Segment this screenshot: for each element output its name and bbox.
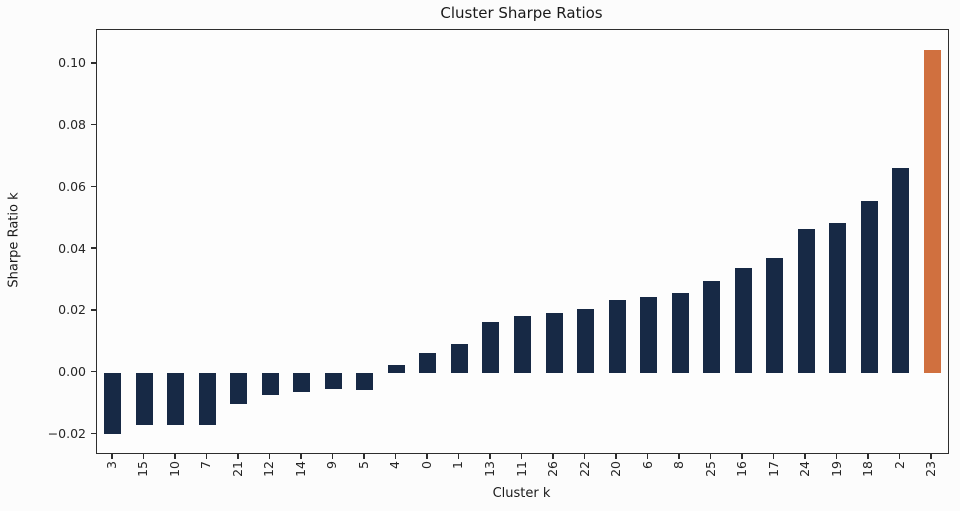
x-tick-label-cluster-0: 0 — [418, 461, 434, 469]
bar-cluster-24 — [797, 229, 815, 373]
bar-cluster-20 — [608, 299, 626, 373]
x-tick-label-cluster-17: 17 — [765, 461, 781, 477]
x-tick-mark — [268, 453, 271, 459]
x-tick-label-cluster-10: 10 — [166, 461, 182, 477]
bar-cluster-9 — [324, 372, 342, 390]
x-tick-label-cluster-13: 13 — [481, 461, 497, 477]
x-tick-label-cluster-5: 5 — [355, 461, 371, 469]
x-tick-mark — [394, 453, 397, 459]
x-tick-label-cluster-11: 11 — [513, 461, 529, 477]
x-tick-mark — [835, 453, 838, 459]
x-tick-mark — [457, 453, 460, 459]
x-tick-mark — [300, 453, 302, 459]
bar-cluster-16 — [734, 267, 752, 373]
bar-cluster-1 — [450, 344, 468, 373]
x-tick-label-cluster-18: 18 — [860, 461, 876, 477]
x-tick-label-cluster-14: 14 — [292, 461, 308, 477]
x-tick-label-cluster-24: 24 — [797, 461, 813, 477]
bar-cluster-5 — [356, 372, 374, 391]
bar-cluster-10 — [167, 372, 185, 426]
y-tick-mark — [91, 370, 96, 373]
x-tick-mark — [489, 453, 491, 459]
x-tick-label-cluster-8: 8 — [671, 461, 687, 469]
x-tick-mark — [142, 453, 145, 459]
bar-cluster-23 — [923, 50, 941, 373]
bar-cluster-19 — [829, 222, 847, 373]
x-tick-mark — [583, 453, 586, 459]
y-tick-label: 0.08 — [58, 117, 86, 133]
x-tick-label-cluster-26: 26 — [545, 461, 561, 477]
bar-cluster-13 — [482, 322, 500, 373]
bar-cluster-26 — [545, 313, 563, 373]
y-tick-mark — [91, 123, 96, 126]
x-tick-mark — [331, 453, 334, 459]
bar-cluster-15 — [135, 372, 153, 426]
x-tick-mark — [426, 453, 428, 459]
bar-cluster-3 — [104, 372, 122, 435]
x-tick-mark — [111, 453, 113, 459]
x-tick-label-cluster-6: 6 — [639, 461, 655, 469]
x-tick-mark — [205, 453, 208, 459]
x-axis-label: Cluster k — [492, 486, 551, 501]
y-tick-label: 0.02 — [58, 302, 86, 318]
bar-cluster-25 — [703, 281, 721, 373]
x-tick-label-cluster-12: 12 — [261, 461, 277, 477]
x-tick-mark — [174, 453, 176, 459]
x-tick-label-cluster-19: 19 — [828, 461, 844, 477]
x-tick-label-cluster-2: 2 — [891, 461, 907, 469]
bar-cluster-14 — [293, 372, 311, 393]
x-tick-mark — [237, 453, 239, 459]
bar-cluster-21 — [230, 372, 248, 404]
x-tick-mark — [709, 453, 712, 459]
bar-cluster-12 — [261, 372, 279, 396]
bar-cluster-4 — [387, 365, 405, 373]
x-tick-label-cluster-21: 21 — [229, 461, 245, 477]
bar-cluster-18 — [860, 201, 878, 373]
bar-cluster-17 — [766, 257, 784, 373]
x-tick-label-cluster-16: 16 — [734, 461, 750, 477]
x-tick-mark — [898, 453, 901, 459]
x-tick-mark — [804, 453, 806, 459]
bar-cluster-2 — [892, 168, 910, 373]
y-tick-mark — [91, 309, 96, 311]
x-tick-label-cluster-3: 3 — [103, 461, 119, 469]
x-tick-mark — [646, 453, 649, 459]
x-tick-label-cluster-20: 20 — [608, 461, 624, 477]
y-tick-mark — [91, 62, 96, 64]
plot-area — [96, 29, 949, 454]
x-tick-mark — [678, 453, 680, 459]
y-tick-mark — [91, 432, 96, 435]
x-tick-mark — [615, 453, 617, 459]
x-tick-mark — [552, 453, 554, 459]
y-tick-label: 0.00 — [58, 364, 86, 380]
x-tick-label-cluster-7: 7 — [198, 461, 214, 469]
y-tick-label: 0.04 — [58, 240, 86, 256]
y-tick-mark — [91, 247, 96, 249]
chart-title: Cluster Sharpe Ratios — [440, 4, 603, 22]
x-tick-mark — [867, 453, 869, 459]
bar-cluster-8 — [671, 293, 689, 373]
x-tick-mark — [930, 453, 932, 459]
y-tick-mark — [91, 185, 96, 188]
x-tick-label-cluster-22: 22 — [576, 461, 592, 477]
x-tick-label-cluster-9: 9 — [324, 461, 340, 469]
bar-cluster-6 — [640, 297, 658, 373]
bar-cluster-11 — [514, 315, 531, 373]
x-tick-mark — [363, 453, 365, 459]
x-tick-label-cluster-4: 4 — [387, 461, 403, 469]
bar-cluster-7 — [198, 372, 216, 425]
bar-cluster-22 — [577, 309, 595, 373]
x-tick-mark — [772, 453, 775, 459]
x-tick-mark — [520, 453, 523, 459]
x-tick-label-cluster-15: 15 — [135, 461, 151, 477]
x-tick-mark — [741, 453, 743, 459]
x-tick-label-cluster-1: 1 — [450, 461, 466, 469]
x-tick-label-cluster-23: 23 — [923, 461, 939, 477]
y-tick-label: −0.02 — [47, 425, 86, 441]
y-tick-label: 0.10 — [58, 55, 86, 71]
y-tick-label: 0.06 — [58, 178, 86, 194]
bar-cluster-0 — [419, 352, 437, 373]
x-tick-label-cluster-25: 25 — [702, 461, 718, 477]
